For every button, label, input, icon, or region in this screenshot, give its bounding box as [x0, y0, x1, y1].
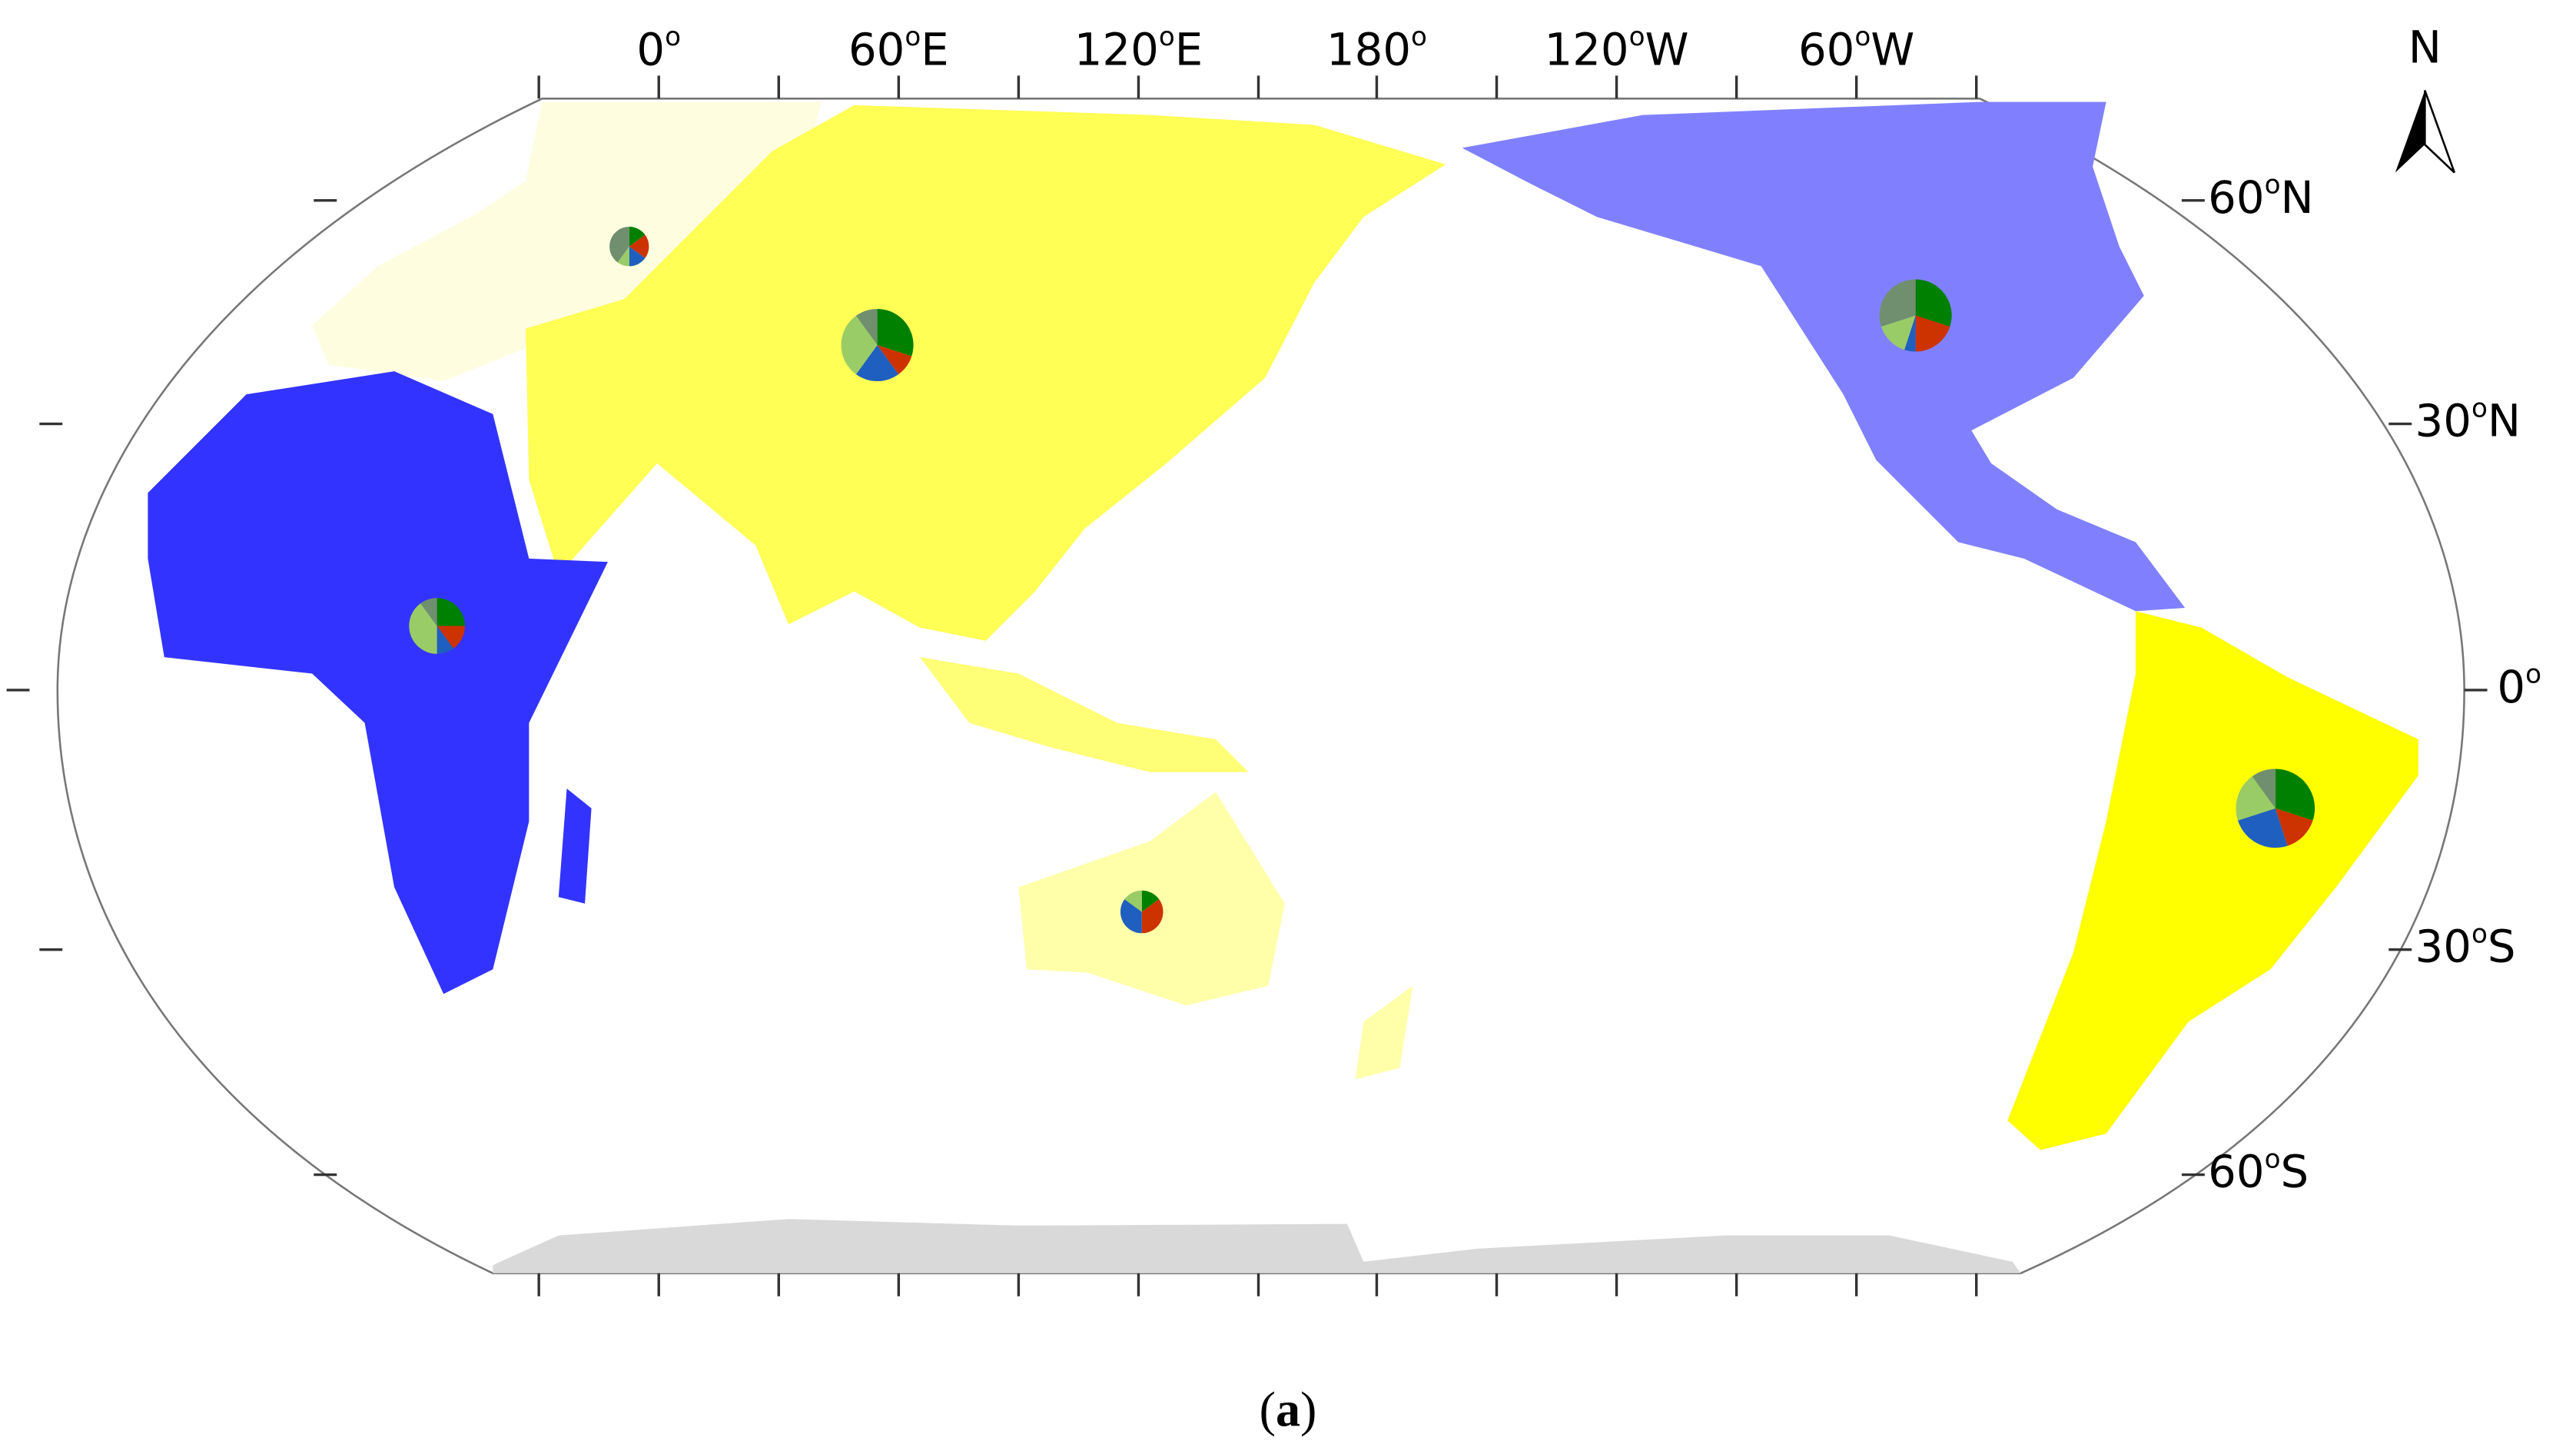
north-label: N [2408, 21, 2442, 73]
africa [148, 371, 608, 994]
pie-slice [2236, 776, 2276, 821]
latitude-label-deg: 0 [2497, 661, 2525, 713]
pie-slice [437, 626, 465, 649]
pie-slice [1904, 315, 1916, 352]
pie-slice [877, 308, 914, 357]
pie-slice [1915, 315, 1950, 352]
pie-slice [1120, 899, 1142, 934]
longitude-label-deg: 60 [1798, 23, 1854, 75]
pie-slice [1879, 279, 1916, 327]
longitude-label-deg: 180 [1326, 23, 1411, 75]
longitude-label-deg: 60 [848, 23, 905, 75]
pie-slice [629, 234, 649, 258]
longitude-label-sup: o [1854, 22, 1871, 52]
longitude-label: 180o [1326, 22, 1427, 75]
longitude-label-sup: o [1411, 22, 1427, 52]
pie-slice [420, 598, 437, 626]
latitude-label: 0o [2497, 659, 2541, 712]
pie-slice [855, 308, 878, 345]
longitude-label: 120oW [1544, 22, 1688, 75]
greenland [1979, 101, 2106, 201]
north-arrow-left [2395, 90, 2425, 173]
longitude-label-sup: o [905, 22, 921, 52]
caption-letter: a [1276, 1383, 1300, 1437]
latitude-label-deg: 30 [2415, 920, 2471, 972]
longitude-label-deg: 0 [636, 23, 665, 75]
latitude-label-hemi: S [2488, 920, 2516, 972]
antarctica [493, 1219, 2021, 1273]
new-zealand [1355, 985, 1413, 1080]
south-america [2007, 611, 2418, 1150]
longitude-label: 60oE [848, 22, 949, 75]
pie-slice [2275, 808, 2313, 846]
pie-slice [1915, 279, 1952, 327]
pie-slice [409, 603, 437, 654]
longitude-label-hemi: E [921, 23, 948, 75]
caption-open: ( [1260, 1383, 1276, 1437]
pie-slice [617, 246, 629, 267]
latitude-label-hemi: N [2488, 394, 2521, 446]
latitude-label-sup: o [2265, 169, 2281, 200]
asia [526, 105, 1446, 641]
pie-slice [1881, 315, 1916, 350]
latitude-label-sup: o [2525, 659, 2541, 689]
latitude-label: 60oN [2208, 169, 2314, 223]
pie-slice [841, 315, 878, 375]
pie-slice [1124, 890, 1142, 912]
latitude-label-sup: o [2265, 1144, 2281, 1174]
pie-slice [1141, 890, 1160, 912]
pie-slice [609, 227, 629, 263]
latitude-label-hemi: S [2281, 1145, 2309, 1197]
longitude-label-sup: o [665, 22, 681, 52]
longitude-label-hemi: E [1175, 23, 1203, 75]
longitude-label-deg: 120 [1544, 23, 1628, 75]
pie-slice [2275, 768, 2315, 821]
longitude-label: 60oW [1798, 22, 1914, 75]
pie-slice [2252, 768, 2276, 808]
latitude-label: 30oN [2415, 393, 2521, 446]
pie-slice [855, 344, 899, 382]
latitude-label-sup: o [2471, 393, 2488, 423]
latitude-label-deg: 60 [2208, 1145, 2264, 1197]
caption: (a) [1260, 1383, 1317, 1437]
caption-close: ) [1300, 1383, 1316, 1437]
madagascar [558, 788, 592, 904]
longitude-label: 120oE [1074, 22, 1203, 75]
pie-slice [629, 227, 646, 247]
pie-slice [437, 598, 465, 626]
europe [312, 101, 822, 382]
latitude-label-hemi: N [2281, 171, 2314, 223]
southeast-asia [920, 657, 1249, 772]
longitude-label-hemi: W [1645, 23, 1689, 75]
pie-slice [437, 626, 454, 654]
latitude-label: 30oS [2415, 918, 2516, 972]
north-america [1462, 101, 2186, 612]
latitude-label-deg: 60 [2208, 171, 2264, 223]
pie-slice [2237, 808, 2288, 848]
north-arrow-right [2424, 90, 2456, 174]
pie-slice [1141, 899, 1164, 934]
pie-slice [629, 246, 646, 267]
longitude-label-sup: o [1629, 22, 1645, 52]
pie-slice [877, 344, 912, 375]
latitude-label-sup: o [2471, 918, 2488, 949]
longitude-label: 0o [636, 22, 681, 75]
longitude-label-sup: o [1159, 22, 1175, 52]
latitude-label: 60oS [2208, 1144, 2309, 1197]
longitude-label-deg: 120 [1074, 23, 1159, 75]
latitude-label-deg: 30 [2415, 394, 2471, 446]
longitude-label-hemi: W [1871, 23, 1914, 75]
